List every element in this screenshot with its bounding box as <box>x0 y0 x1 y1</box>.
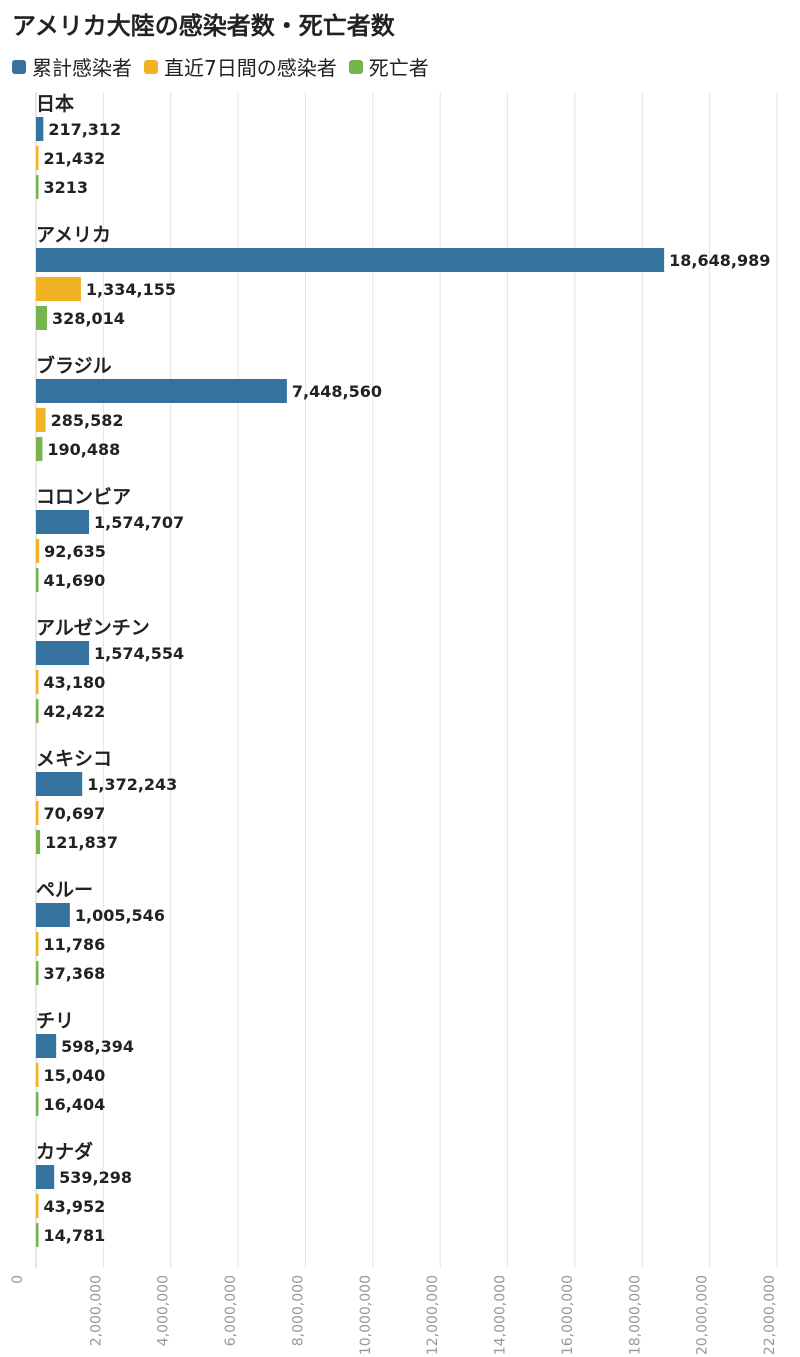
data-label: 92,635 <box>44 542 106 561</box>
chart-title: アメリカ大陸の感染者数・死亡者数 <box>12 12 395 40</box>
bar <box>36 772 83 796</box>
category-label: カナダ <box>36 1140 93 1163</box>
data-label: 43,180 <box>44 673 106 692</box>
bar <box>36 641 90 665</box>
legend-item-deaths: 死亡者 <box>348 52 429 81</box>
data-label: 539,298 <box>59 1168 132 1187</box>
bar <box>36 175 39 199</box>
bar <box>36 539 40 563</box>
x-tick-label: 12,000,000 <box>425 1275 441 1355</box>
data-label: 190,488 <box>47 440 120 459</box>
legend-label-deaths: 死亡者 <box>368 56 429 80</box>
x-tick-label: 20,000,000 <box>695 1275 711 1355</box>
bar <box>36 1063 39 1087</box>
legend-item-cumulative: 累計感染者 <box>12 52 132 81</box>
x-tick-label: 18,000,000 <box>627 1275 643 1355</box>
data-label: 217,312 <box>48 120 121 139</box>
legend-swatch-cumulative <box>12 59 26 74</box>
data-label: 1,574,554 <box>94 644 184 663</box>
category-label: 日本 <box>36 92 74 115</box>
data-label: 42,422 <box>44 702 106 721</box>
data-label: 285,582 <box>51 411 124 430</box>
bar <box>36 903 70 927</box>
x-tick-label: 22,000,000 <box>762 1275 778 1355</box>
data-label: 70,697 <box>44 804 106 823</box>
x-tick-label: 16,000,000 <box>560 1275 576 1355</box>
data-label: 21,432 <box>44 149 106 168</box>
data-label: 1,574,707 <box>94 513 184 532</box>
data-label: 328,014 <box>52 309 125 328</box>
data-label: 1,372,243 <box>87 775 177 794</box>
bar <box>36 117 44 141</box>
bar <box>36 1092 39 1116</box>
x-tick-label: 0 <box>10 1275 26 1284</box>
x-tick-label: 10,000,000 <box>358 1275 374 1355</box>
bar <box>36 699 39 723</box>
category-label: ペルー <box>36 879 93 901</box>
data-label: 3213 <box>44 178 89 197</box>
bar <box>36 961 39 985</box>
data-label: 7,448,560 <box>292 382 382 401</box>
bar <box>36 1194 39 1218</box>
bar <box>36 568 39 592</box>
data-label: 43,952 <box>44 1197 106 1216</box>
bar <box>36 306 48 330</box>
x-tick-label: 2,000,000 <box>88 1275 104 1346</box>
data-label: 15,040 <box>44 1066 106 1085</box>
data-label: 41,690 <box>44 571 106 590</box>
data-label: 1,005,546 <box>75 906 165 925</box>
x-tick-label: 14,000,000 <box>493 1275 509 1355</box>
data-label: 11,786 <box>44 935 106 954</box>
bar <box>36 670 39 694</box>
bar <box>36 408 46 432</box>
bar <box>36 1034 57 1058</box>
legend-swatch-recent <box>144 59 158 74</box>
x-tick-label: 6,000,000 <box>223 1275 239 1346</box>
data-label: 121,837 <box>45 833 118 852</box>
bar <box>36 1165 55 1189</box>
bar <box>36 379 287 403</box>
category-label: コロンビア <box>36 486 131 508</box>
data-label: 14,781 <box>44 1226 106 1245</box>
legend-item-recent: 直近7日間の感染者 <box>144 52 337 81</box>
bar <box>36 510 90 534</box>
data-label: 16,404 <box>44 1095 106 1114</box>
bar <box>36 830 41 854</box>
legend: 累計感染者 直近7日間の感染者 死亡者 <box>12 52 441 81</box>
bar <box>36 801 39 825</box>
category-label: チリ <box>36 1010 74 1032</box>
bar <box>36 146 39 170</box>
category-label: アルゼンチン <box>36 616 150 639</box>
legend-label-recent: 直近7日間の感染者 <box>164 56 337 80</box>
x-tick-label: 4,000,000 <box>156 1275 172 1346</box>
legend-swatch-deaths <box>348 59 363 74</box>
legend-label-cumulative: 累計感染者 <box>32 56 132 80</box>
bar <box>36 277 81 301</box>
category-label: メキシコ <box>36 748 112 770</box>
data-label: 18,648,989 <box>669 251 770 270</box>
bar <box>36 437 43 461</box>
category-label: ブラジル <box>36 354 112 377</box>
x-tick-label: 8,000,000 <box>290 1275 306 1346</box>
data-label: 598,394 <box>61 1037 134 1056</box>
bar <box>36 932 39 956</box>
data-label: 1,334,155 <box>86 280 176 299</box>
category-label: アメリカ <box>36 224 111 246</box>
data-label: 37,368 <box>44 964 106 983</box>
bar <box>36 248 665 272</box>
bar <box>36 1223 39 1247</box>
